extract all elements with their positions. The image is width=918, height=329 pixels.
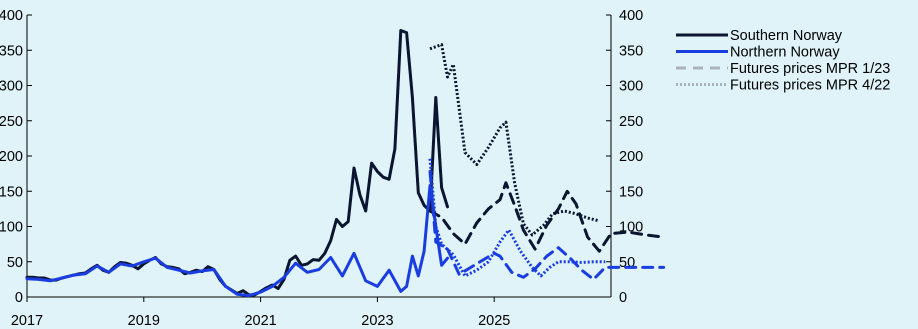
series-layer [25,29,666,298]
y-tick-label-right: 200 [619,149,643,165]
y-tick-label-left: 400 [0,8,23,24]
legend-label-0: Southern Norway [730,28,843,44]
y-tick-label-right: 150 [619,184,643,200]
y-tick-label-right: 250 [619,114,643,130]
x-tick-label: 2019 [128,313,160,329]
y-tick-label-right: 350 [619,43,643,59]
y-tick-label-left: 100 [0,220,23,236]
series-line-2 [428,181,666,253]
series-line-1 [25,184,449,298]
y-tick-label-right: 300 [619,79,643,95]
y-tick-label-right: 400 [619,8,643,24]
series-line-5 [428,158,606,278]
x-tick-label: 2017 [11,313,43,329]
x-tick-label: 2025 [478,313,510,329]
legend-label-1: Northern Norway [730,45,840,61]
series-line-4 [428,170,666,281]
y-tick-label-right: 0 [619,290,627,306]
legend-label-3: Futures prices MPR 4/22 [730,78,890,94]
y-tick-label-left: 200 [0,149,23,165]
x-tick-label: 2023 [361,313,393,329]
series-line-3 [429,43,600,237]
y-tick-label-left: 150 [0,184,23,200]
y-tick-label-left: 350 [0,43,23,59]
y-tick-label-left: 300 [0,79,23,95]
y-tick-label-left: 0 [15,290,23,306]
y-tick-label-left: 250 [0,114,23,130]
x-tick-label: 2021 [244,313,276,329]
legend-label-2: Futures prices MPR 1/23 [730,61,890,77]
y-tick-label-left: 50 [7,255,23,271]
